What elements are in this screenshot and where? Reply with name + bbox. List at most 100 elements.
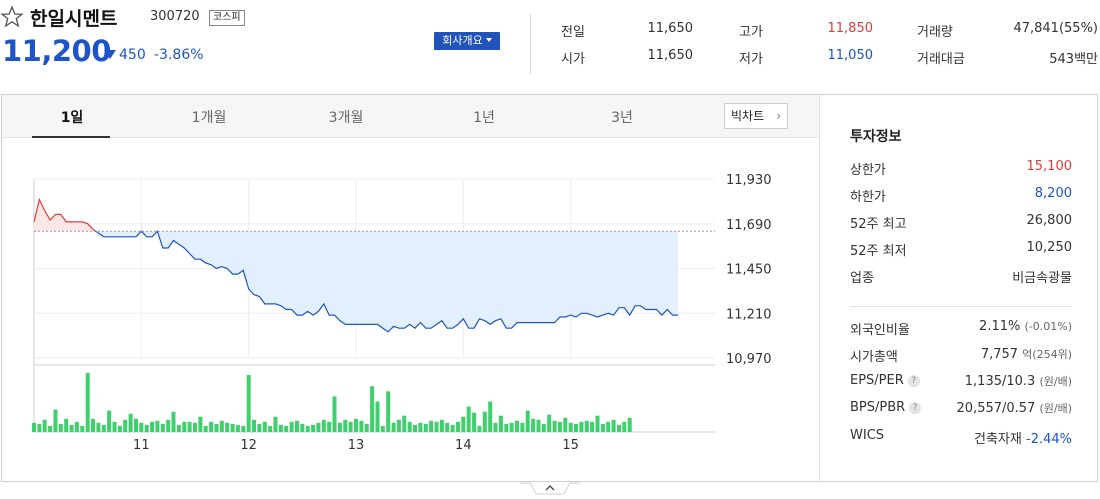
volume-bar [622,421,627,432]
volume-bar [123,419,128,432]
volume-bar [531,418,536,432]
x-tick-label: 14 [455,438,472,453]
volume-bar [584,420,589,432]
tab-3year[interactable]: 3년 [611,110,633,126]
volume-bar [407,421,412,432]
volume-bar [332,396,337,432]
volume-bar [574,423,578,432]
high-value: 11,850 [827,21,874,36]
volume-bar [246,375,251,432]
volume-bar [482,411,487,432]
volume-bar [316,422,321,432]
company-overview-label: 회사개요 [442,34,483,47]
volume-bar [193,422,197,432]
help-icon[interactable]: ? [907,375,920,387]
volume-value: 47,841(55%) [1013,21,1098,36]
volume-bar [48,425,53,432]
volume-bar [402,415,407,432]
volume-bar [509,422,514,432]
sector-value[interactable]: 비금속광물 [1012,271,1072,286]
volume-bar [198,416,203,432]
volume-bar [53,409,58,432]
big-chart-button[interactable]: 빅차트 › [724,103,788,129]
wics-label: WICS [850,428,885,443]
bps-pbr-unit: (원/배) [1039,402,1072,415]
volume-bar [176,424,181,432]
tab-1day[interactable]: 1일 [60,110,84,126]
volume-bar [268,425,273,432]
foreign-ratio-row: 외국인비율 2.11% (-0.01%) [850,319,1072,339]
bps-pbr-label: BPS/PBR? [850,400,922,415]
favorite-star-icon[interactable] [0,5,24,29]
collapse-toggle[interactable] [520,481,580,495]
price-line-down [94,231,678,333]
eps-per-label: EPS/PER? [850,373,920,388]
foreign-ratio-number: 2.11% [979,319,1021,334]
big-chart-label: 빅차트 [731,109,765,123]
volume-bar [541,423,546,432]
bps-pbr-row: BPS/PBR? 20,557/0.57 (원/배) [850,400,1072,420]
52week-low-value: 10,250 [1026,240,1073,255]
volume-bar [230,423,235,432]
volume-bar [552,420,557,432]
high-label: 고가 [739,25,763,40]
company-overview-button[interactable]: 회사개요 [434,32,500,50]
volume-bar [520,422,525,432]
volume-bar [380,425,385,432]
upper-limit-row: 상한가 15,100 [850,159,1072,179]
wics-sector[interactable]: 건축자재 [974,432,1022,447]
chart-panel: 1일 1개월 3개월 1년 3년 빅차트 › 11,930 11,690 11,450… [1,94,1098,482]
volume-bar [456,421,460,432]
volume-bar [160,423,165,432]
eps-per-label-text: EPS/PER [850,373,904,388]
lower-limit-value: 8,200 [1034,186,1072,201]
caret-down-icon [485,38,492,42]
volume-label: 거래량 [917,25,953,40]
panel-divider [819,95,820,481]
volume-bar [627,417,632,432]
volume-bar [278,424,283,432]
stock-header: 한일시멘트 300720 코스피 11,200 450 -3.86% 회사개요 … [0,0,1100,90]
x-tick-label: 13 [348,438,365,453]
volume-bar [262,421,267,432]
y-tick-label: 10,970 [726,352,772,367]
volume-bar [600,423,605,432]
volume-bar [171,411,176,432]
volume-bar [337,422,342,432]
header-divider [530,14,531,74]
volume-bar [203,425,208,432]
tab-1year[interactable]: 1년 [473,110,495,126]
volume-bar [493,422,498,432]
volume-bar [477,425,482,432]
volume-bar [327,421,332,432]
help-icon[interactable]: ? [909,402,922,414]
sector-row: 업종 비금속광물 [850,267,1072,287]
upper-limit-value: 15,100 [1026,159,1073,174]
volume-bar [515,420,519,432]
sector-label: 업종 [850,271,874,286]
price-change-value: 450 [119,47,146,63]
volume-bar [386,391,391,432]
eps-per-value: 1,135/10.3 (원/배) [965,373,1072,389]
volume-bar [364,423,369,432]
volume-bar [273,416,278,432]
volume-bar [58,423,63,432]
price-chart: 11,930 11,690 11,450 11,210 10,970 11 12 13 14 15 [32,173,772,453]
eps-per-unit: (원/배) [1039,375,1072,388]
volume-bar [413,424,417,432]
wics-value: 건축자재 -2.44% [974,428,1072,447]
current-price: 11,200 [2,34,111,68]
tab-3month[interactable]: 3개월 [328,110,364,126]
volume-bar [107,410,112,432]
tab-1month[interactable]: 1개월 [191,110,227,126]
volume-bar [74,421,79,432]
market-cap-value: 7,757 억(254위) [981,346,1072,362]
bps-pbr-label-text: BPS/PBR [850,400,906,415]
volume-bar [488,401,493,432]
volume-bar [96,422,101,432]
eps-per-row: EPS/PER? 1,135/10.3 (원/배) [850,373,1072,393]
prev-close-value: 11,650 [647,21,694,36]
volume-bar [434,421,439,432]
trade-amount-label: 거래대금 [917,52,965,67]
volume-bar [166,419,171,432]
